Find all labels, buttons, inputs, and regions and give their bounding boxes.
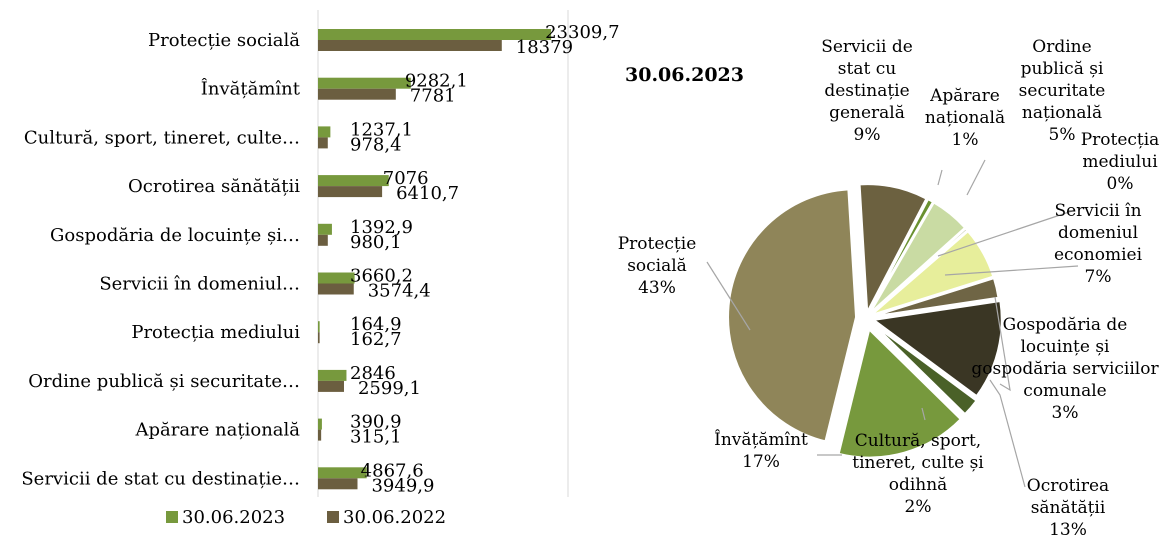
data-label: 1392,9 (350, 217, 413, 238)
bar-2023 (318, 77, 411, 89)
bar-2023 (318, 223, 332, 235)
bar-2023 (318, 126, 331, 138)
leader-line (944, 265, 1079, 276)
category-label: Protecția mediului (131, 322, 300, 343)
data-label: 4867,6 (361, 460, 424, 481)
bar-2022 (318, 283, 354, 295)
category-label: Gospodăria de locuințe și… (50, 225, 300, 246)
data-label: 3949,9 (371, 475, 434, 496)
data-label: 315,1 (350, 427, 402, 448)
leader-line (994, 296, 1011, 392)
data-label: 23309,7 (545, 22, 619, 43)
data-label: 390,9 (350, 412, 402, 433)
bar-2022 (318, 186, 383, 198)
pie-slice (871, 276, 1000, 318)
data-label: 2599,1 (358, 378, 421, 399)
pie-label: Protecție socială 43% (618, 234, 697, 298)
pie-label: Ocrotirea sănătății 13% (1027, 476, 1109, 540)
legend-swatch-2023 (166, 511, 178, 523)
pie-title: 30.06.2023 (625, 64, 744, 86)
data-label: 2846 (350, 363, 396, 384)
bar-2023 (318, 175, 389, 187)
pie-label: Cultură, sport, tineret, culte și odihnă 2% (852, 431, 984, 517)
bar-2022 (318, 137, 328, 149)
pie-label: Învățămînt 17% (714, 429, 808, 472)
data-label: 7781 (410, 86, 456, 107)
data-label: 978,4 (350, 134, 402, 155)
pie-label: Gospodăria de locuințe și gospodăria servi… (971, 315, 1159, 423)
data-label: 9282,1 (405, 71, 468, 92)
pie-label: Protecția mediului 0% (1081, 130, 1160, 194)
category-label: Învățămînt (201, 77, 301, 100)
data-label: 7076 (383, 168, 429, 189)
category-label: Servicii în domeniul… (99, 274, 300, 295)
bar-2023 (318, 272, 355, 284)
data-label: 3574,4 (368, 281, 431, 302)
category-label: Apărare națională (134, 420, 300, 441)
leader-line (989, 379, 1026, 488)
legend-label-2022: 30.06.2022 (343, 507, 446, 528)
pie-slice (837, 327, 963, 459)
bar-2022 (318, 234, 328, 246)
bar-2023 (318, 29, 552, 40)
category-label: Cultură, sport, tineret, culte… (24, 127, 300, 148)
data-label: 3660,2 (350, 266, 413, 287)
pie-slice (872, 323, 978, 416)
category-label: Protecție socială (148, 30, 300, 51)
category-label: Ordine publică și securitate… (28, 371, 300, 392)
leader-line (966, 159, 986, 196)
pie-label: Apărare națională 1% (925, 86, 1005, 150)
pie-slice (871, 299, 1003, 398)
leader-line (706, 261, 751, 331)
category-label: Servicii de stat cu destinație… (21, 468, 300, 489)
legend-label-2023: 30.06.2023 (182, 507, 285, 528)
bar-2023 (318, 467, 367, 479)
data-label: 1237,1 (350, 119, 413, 140)
bar-2022 (318, 380, 344, 392)
leader-line (921, 407, 926, 421)
pie-slice (870, 229, 995, 317)
pie-label: Ordine publică și securitate națională 5% (1019, 37, 1106, 145)
leader-line (937, 169, 943, 186)
pie-slice (868, 197, 935, 314)
bar-2023 (318, 321, 320, 333)
pie-label: Servicii de stat cu destinație generală 9% (821, 37, 913, 145)
bar-2023 (318, 369, 347, 381)
pie-slice (727, 188, 858, 443)
data-label: 18379 (516, 37, 573, 58)
category-label: Ocrotirea sănătății (128, 176, 300, 197)
bar-2022 (318, 88, 396, 100)
data-label: 162,7 (350, 329, 402, 350)
pie-slice (858, 183, 928, 316)
legend-swatch-2022 (327, 511, 339, 523)
pie-slice (869, 227, 969, 315)
leader-line (937, 209, 1076, 257)
bar-2022 (318, 332, 320, 344)
data-label: 6410,7 (396, 183, 459, 204)
pie-slice (868, 201, 967, 315)
data-label: 164,9 (350, 314, 402, 335)
bar-2022 (318, 429, 322, 441)
bar-2023 (318, 418, 322, 430)
data-label: 980,1 (350, 232, 402, 253)
pie-label: Servicii în domeniul economiei 7% (1054, 201, 1143, 287)
bar-2022 (318, 478, 358, 490)
bar-2022 (318, 40, 502, 51)
